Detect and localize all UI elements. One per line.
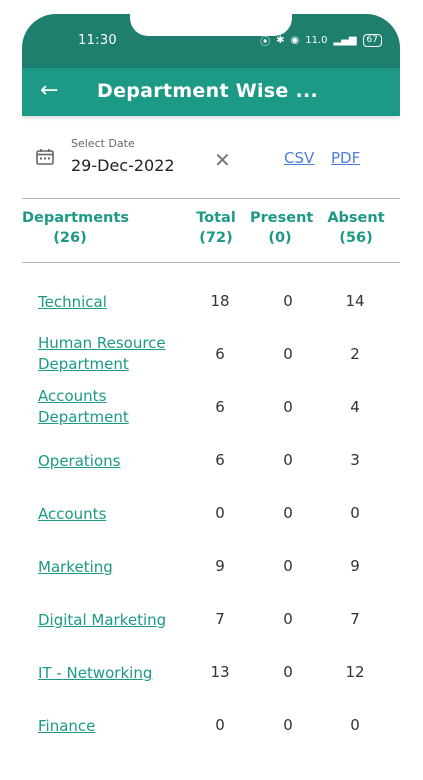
present-value: 0	[283, 610, 293, 628]
header-absent-count: (56)	[339, 230, 373, 246]
present-value: 0	[283, 292, 293, 310]
back-arrow-icon[interactable]: ←	[40, 78, 59, 103]
net-speed: 11.0	[305, 35, 328, 46]
pdf-export-link[interactable]: PDF	[331, 149, 361, 167]
department-link[interactable]: Human Resource Department	[38, 334, 166, 373]
table-row: Accounts Department 6 0 4	[22, 382, 400, 435]
clear-date-icon[interactable]: ✕	[214, 148, 231, 172]
department-link[interactable]: Digital Marketing	[38, 611, 167, 629]
header-departments: Departments (26)	[22, 208, 129, 248]
date-filter-bar: Select Date 29-Dec-2022 ✕ CSV PDF	[22, 132, 400, 196]
table-row: Marketing 9 0 9	[22, 541, 400, 594]
absent-value: 9	[350, 557, 360, 575]
department-link[interactable]: Marketing	[38, 558, 113, 576]
header-departments-count: (26)	[53, 230, 87, 246]
absent-value: 14	[345, 292, 365, 310]
header-present-count: (0)	[268, 230, 292, 246]
absent-value: 3	[350, 451, 360, 469]
battery-icon: 67	[362, 34, 382, 47]
status-bar: 11:30 ⦿ ✱ ◉ 11.0 ▂▄▆ 67	[22, 14, 400, 68]
present-value: 0	[283, 345, 293, 363]
total-value: 6	[215, 345, 225, 363]
total-value: 0	[215, 716, 225, 734]
status-time: 11:30	[78, 33, 117, 48]
table-row: Digital Marketing 7 0 7	[22, 594, 400, 647]
absent-value: 2	[350, 345, 360, 363]
signal-icon: ▂▄▆	[333, 35, 357, 46]
header-total-label: Total	[196, 210, 236, 226]
csv-export-link[interactable]: CSV	[284, 149, 315, 167]
date-field[interactable]: 29-Dec-2022	[71, 156, 175, 175]
table-row: Operations 6 0 3	[22, 435, 400, 488]
department-link[interactable]: IT - Networking	[38, 664, 153, 682]
header-departments-label: Departments	[22, 210, 129, 226]
status-icons: ⦿ ✱ ◉ 11.0 ▂▄▆ 67	[260, 33, 382, 48]
department-link[interactable]: Operations	[38, 452, 121, 470]
absent-value: 0	[350, 716, 360, 734]
calendar-icon[interactable]	[36, 148, 54, 165]
department-link[interactable]: Technical	[38, 293, 107, 311]
total-value: 0	[215, 504, 225, 522]
bluetooth-icon: ✱	[276, 35, 285, 46]
table-row: IT - Networking 13 0 12	[22, 647, 400, 700]
total-value: 13	[210, 663, 230, 681]
header-absent-label: Absent	[327, 210, 385, 226]
absent-value: 0	[350, 504, 360, 522]
header-absent: Absent (56)	[326, 208, 386, 248]
absent-value: 4	[350, 398, 360, 416]
page-title: Department Wise ...	[97, 80, 319, 102]
divider	[22, 198, 400, 199]
present-value: 0	[283, 716, 293, 734]
phone-screen: 11:30 ⦿ ✱ ◉ 11.0 ▂▄▆ 67 ← Department Wis…	[22, 14, 400, 780]
department-link[interactable]: Accounts Department	[38, 387, 129, 426]
total-value: 6	[215, 398, 225, 416]
divider	[22, 262, 400, 263]
table-row: Accounts 0 0 0	[22, 488, 400, 541]
header-total: Total (72)	[196, 208, 236, 248]
present-value: 0	[283, 557, 293, 575]
header-present: Present (0)	[250, 208, 314, 248]
total-value: 6	[215, 451, 225, 469]
total-value: 7	[215, 610, 225, 628]
date-field-label: Select Date	[71, 137, 135, 150]
present-value: 0	[283, 451, 293, 469]
absent-value: 12	[345, 663, 365, 681]
location-icon: ◉	[290, 35, 300, 46]
table-row: Technical 18 0 14	[22, 276, 400, 329]
table-row: Human Resource Department 6 0 2	[22, 329, 400, 382]
present-value: 0	[283, 504, 293, 522]
absent-value: 7	[350, 610, 360, 628]
camera-notch	[130, 14, 292, 36]
present-value: 0	[283, 663, 293, 681]
department-link[interactable]: Accounts	[38, 505, 107, 523]
total-value: 18	[210, 292, 230, 310]
app-bar: ← Department Wise ...	[22, 68, 400, 116]
table-header: Departments (26) Total (72) Present (0) …	[22, 208, 400, 258]
total-value: 9	[215, 557, 225, 575]
vibrate-icon: ⦿	[260, 37, 271, 48]
header-present-label: Present	[250, 210, 314, 226]
table-row: Finance 0 0 0	[22, 700, 400, 753]
department-link[interactable]: Finance	[38, 717, 96, 735]
present-value: 0	[283, 398, 293, 416]
header-total-count: (72)	[199, 230, 233, 246]
